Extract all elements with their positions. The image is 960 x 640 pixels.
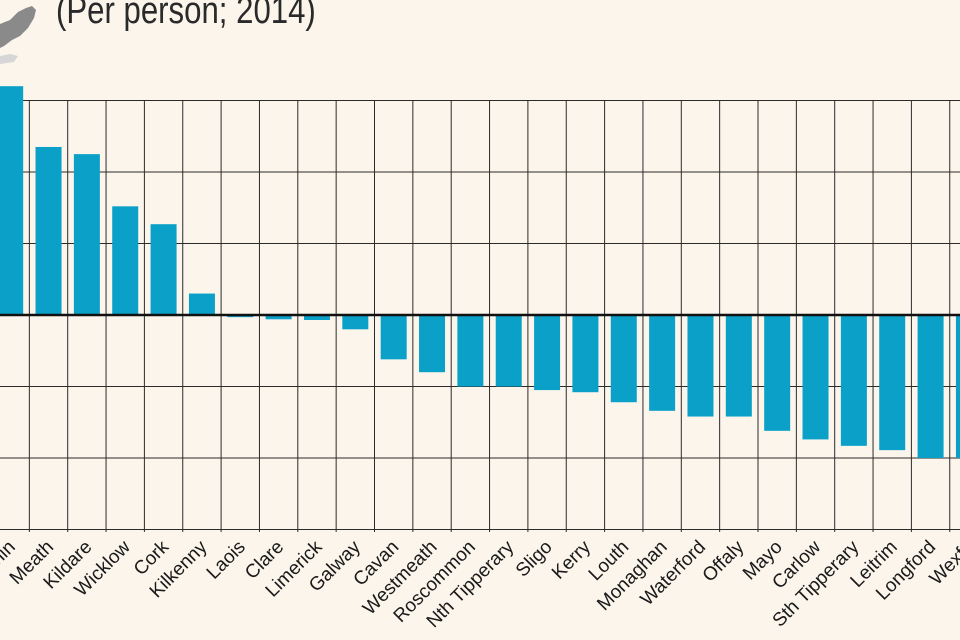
bar-meath (35, 146, 62, 315)
bar-cavan (380, 315, 407, 360)
bar-roscommon (457, 315, 484, 387)
category-label: Offaly (699, 536, 749, 586)
bar-kilkenny (188, 293, 215, 315)
bar-mayo (764, 315, 791, 431)
category-label: Sligo (512, 537, 557, 582)
bar-nth-tipperary (495, 315, 522, 387)
bar-galway (342, 315, 369, 330)
bar-waterford (687, 315, 714, 417)
map-silhouette-icon (0, 6, 36, 64)
bar-westmeath (419, 315, 446, 373)
bar-wicklow (112, 206, 139, 315)
bar-carlow (802, 315, 829, 440)
chart-subtitle: (Per person; 2014) (56, 0, 316, 32)
bar-wexford (955, 315, 960, 458)
bar-sth-tipperary (840, 315, 867, 446)
bar-sligo (534, 315, 561, 391)
category-label: Kerry (548, 536, 595, 583)
bar-louth (610, 315, 637, 403)
bar-limerick (303, 315, 330, 321)
bar-kerry (572, 315, 599, 393)
bar-cork (150, 224, 177, 315)
bar-offaly (725, 315, 752, 417)
bar-leitrim (879, 315, 906, 451)
bar-kildare (73, 154, 100, 315)
bar-longford (917, 315, 944, 458)
category-label: Laois (203, 537, 250, 584)
bar-monaghan (649, 315, 676, 411)
bar-dublin (0, 86, 24, 315)
bar-clare (265, 315, 292, 320)
